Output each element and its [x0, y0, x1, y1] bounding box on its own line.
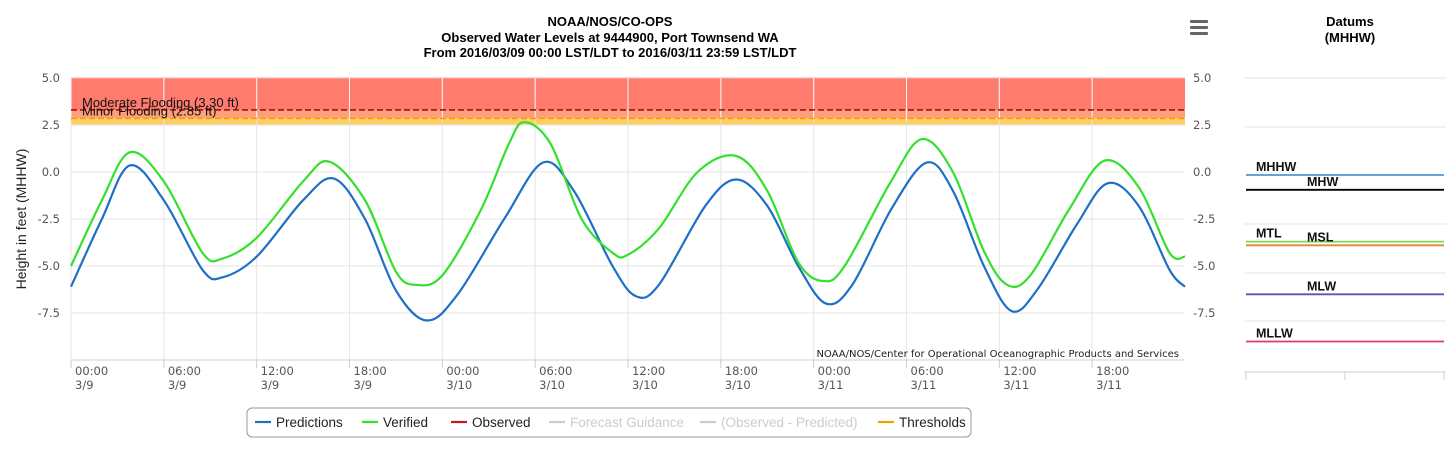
- threshold-label-0: Moderate Flooding (3.30 ft): [82, 95, 239, 110]
- chart-credit: NOAA/NOS/Center for Operational Oceanogr…: [816, 349, 1179, 360]
- y-tick-label-right: -7.5: [1193, 306, 1215, 320]
- y-axis-label: Height in feet (MHHW): [13, 149, 29, 290]
- x-tick-date: 3/11: [1096, 378, 1122, 392]
- y-tick-label-left: -2.5: [38, 212, 60, 226]
- y-tick-label-right: 5.0: [1193, 71, 1211, 85]
- threshold-label-1: Minor Flooding (2.85 ft): [82, 103, 216, 118]
- x-tick-date: 3/9: [261, 378, 280, 392]
- x-ticks: 00:003/906:003/912:003/918:003/900:003/1…: [70, 360, 1129, 392]
- x-tick-time: 18:00: [354, 364, 387, 378]
- datums-panel: Datums (MHHW) MHHW MHW MTL MSL MLW MLLW: [1244, 14, 1446, 380]
- chart-title-line-3: From 2016/03/09 00:00 LST/LDT to 2016/03…: [424, 45, 797, 60]
- datum-label-mhhw: MHHW: [1256, 160, 1296, 174]
- legend-label-thresholds: Thresholds: [899, 415, 966, 430]
- legend-label-forecast-guidance: Forecast Guidance: [570, 415, 684, 430]
- series-line-verified: [70, 121, 1186, 289]
- y-tick-label-left: 2.5: [42, 118, 60, 132]
- datum-label-mllw: MLLW: [1256, 327, 1293, 341]
- y-tick-label-left: 0.0: [42, 165, 60, 179]
- chart-title-line-1: NOAA/NOS/CO-OPS: [548, 14, 673, 29]
- legend-label-verified: Verified: [383, 415, 428, 430]
- legend-item-observed[interactable]: Observed: [451, 415, 531, 430]
- y-tick-label-right: 2.5: [1193, 118, 1211, 132]
- datums-subtitle: (MHHW): [1325, 30, 1376, 45]
- x-tick-date: 3/10: [446, 378, 472, 392]
- x-tick-time: 12:00: [1003, 364, 1036, 378]
- legend-label-observed-predicted: (Observed - Predicted): [721, 415, 858, 430]
- x-tick-date: 3/9: [354, 378, 373, 392]
- legend-label-predictions: Predictions: [276, 415, 343, 430]
- x-tick-date: 3/11: [911, 378, 937, 392]
- y-tick-label-left: -7.5: [38, 306, 60, 320]
- datum-label-mhw: MHW: [1307, 175, 1338, 189]
- legend-item-forecast-guidance[interactable]: Forecast Guidance: [549, 415, 684, 430]
- y-tick-label-right: -5.0: [1193, 259, 1215, 273]
- datum-lines: MHHW MHW MTL MSL MLW MLLW: [1246, 160, 1444, 343]
- y-ticks-left: 5.0 2.5 0.0 -2.5 -5.0 -7.5: [38, 71, 60, 320]
- x-tick-time: 06:00: [168, 364, 201, 378]
- series-line-predictions: [70, 160, 1186, 322]
- x-tick-date: 3/10: [725, 378, 751, 392]
- legend-item-observed-predicted[interactable]: (Observed - Predicted): [700, 415, 858, 430]
- datum-gridlines: [1244, 77, 1446, 380]
- legend: Predictions Verified Observed Forecast Guid…: [246, 407, 972, 438]
- x-tick-date: 3/10: [632, 378, 658, 392]
- legend-item-thresholds[interactable]: Thresholds: [878, 415, 966, 430]
- x-tick-time: 00:00: [818, 364, 851, 378]
- chart-title: NOAA/NOS/CO-OPS Observed Water Levels at…: [424, 14, 797, 60]
- datums-title: Datums: [1326, 14, 1374, 29]
- x-tick-time: 00:00: [446, 364, 479, 378]
- legend-label-observed: Observed: [472, 415, 531, 430]
- x-tick-time: 06:00: [911, 364, 944, 378]
- datum-label-mtl: MTL: [1256, 227, 1282, 241]
- legend-item-predictions[interactable]: Predictions: [255, 415, 343, 430]
- datum-label-mlw: MLW: [1307, 279, 1336, 293]
- x-tick-time: 12:00: [632, 364, 665, 378]
- x-tick-date: 3/10: [539, 378, 565, 392]
- gridlines: [70, 77, 1185, 360]
- y-ticks-right: 5.0 2.5 0.0 -2.5 -5.0 -7.5: [1193, 71, 1215, 320]
- datum-label-msl: MSL: [1307, 230, 1334, 244]
- y-tick-label-left: -5.0: [38, 259, 60, 273]
- legend-item-verified[interactable]: Verified: [362, 415, 428, 430]
- x-tick-time: 18:00: [725, 364, 758, 378]
- x-tick-time: 12:00: [261, 364, 294, 378]
- y-tick-label-right: 0.0: [1193, 165, 1211, 179]
- x-tick-time: 00:00: [75, 364, 108, 378]
- x-tick-date: 3/11: [818, 378, 844, 392]
- threshold-lines: Moderate Flooding (3.30 ft)Minor Floodin…: [71, 95, 1185, 120]
- y-tick-label-left: 5.0: [42, 71, 60, 85]
- x-tick-date: 3/11: [1003, 378, 1029, 392]
- y-tick-label-right: -2.5: [1193, 212, 1215, 226]
- series-lines: [70, 121, 1186, 322]
- legend-box: [246, 407, 972, 438]
- x-tick-time: 06:00: [539, 364, 572, 378]
- chart-title-line-2: Observed Water Levels at 9444900, Port T…: [441, 30, 779, 45]
- x-tick-time: 18:00: [1096, 364, 1129, 378]
- x-tick-date: 3/9: [168, 378, 187, 392]
- menu-icon[interactable]: [1190, 20, 1208, 35]
- x-tick-date: 3/9: [75, 378, 94, 392]
